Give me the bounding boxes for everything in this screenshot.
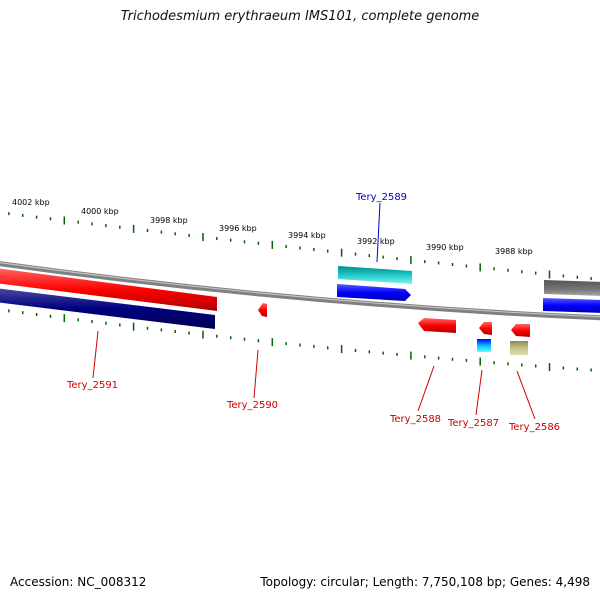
gene-feature-tery-2589-cds[interactable] xyxy=(337,284,411,301)
gene-label-tery-2590[interactable]: Tery_2590 xyxy=(226,400,278,411)
leader-line-tery-2589 xyxy=(376,202,381,263)
gene-feature-tery-2589[interactable] xyxy=(338,266,412,284)
gene-label-tery-2588[interactable]: Tery_2588 xyxy=(389,414,441,425)
tick-label-3996: 3996 kbp xyxy=(219,224,257,233)
gene-feature-tery-2590[interactable] xyxy=(258,303,267,317)
accession-label: Accession: NC_008312 xyxy=(10,575,147,589)
gene-feature-tery-2587[interactable] xyxy=(479,322,492,335)
gene-feature-tery-2586-cds[interactable] xyxy=(510,341,528,355)
scale-labels: 4002 kbp 4000 kbp 3998 kbp 3996 kbp 3994… xyxy=(12,198,533,256)
tick-label-4002: 4002 kbp xyxy=(12,198,50,207)
gene-feature-gray-right[interactable] xyxy=(544,280,600,296)
leader-line-tery-2591 xyxy=(92,330,99,379)
tick-label-3992: 3992 kbp xyxy=(357,237,395,246)
gene-feature-tery-2591-cds[interactable] xyxy=(0,268,217,311)
genome-summary: Topology: circular; Length: 7,750,108 bp… xyxy=(260,575,590,589)
map-title: Trichodesmium erythraeum IMS101, complet… xyxy=(120,9,480,24)
gene-feature-tery-2587-cds[interactable] xyxy=(477,339,491,352)
leader-line-tery-2590 xyxy=(253,349,259,399)
genome-backbone xyxy=(0,261,600,321)
outer-scale-ticks xyxy=(8,212,592,281)
gene-feature-tery-2591[interactable] xyxy=(0,288,215,329)
leader-line-tery-2586 xyxy=(516,370,536,420)
gene-label-tery-2589[interactable]: Tery_2589 xyxy=(355,192,407,203)
tick-label-3994: 3994 kbp xyxy=(288,231,326,240)
gene-feature-blue-right[interactable] xyxy=(543,298,600,313)
gene-label-tery-2591[interactable]: Tery_2591 xyxy=(66,380,118,391)
tick-label-3988: 3988 kbp xyxy=(495,247,533,256)
tick-label-4000: 4000 kbp xyxy=(81,207,119,216)
tick-label-3998: 3998 kbp xyxy=(150,216,188,225)
tick-label-3990: 3990 kbp xyxy=(426,243,464,252)
gene-feature-tery-2586[interactable] xyxy=(511,324,530,337)
inner-scale-ticks xyxy=(8,309,592,372)
leader-line-tery-2588 xyxy=(417,365,435,412)
gene-label-tery-2587[interactable]: Tery_2587 xyxy=(447,418,499,429)
leader-line-tery-2587 xyxy=(475,369,483,416)
gene-label-tery-2586[interactable]: Tery_2586 xyxy=(508,422,560,433)
genome-backbone-highlight xyxy=(0,262,600,318)
gene-feature-tery-2588[interactable] xyxy=(418,318,456,333)
